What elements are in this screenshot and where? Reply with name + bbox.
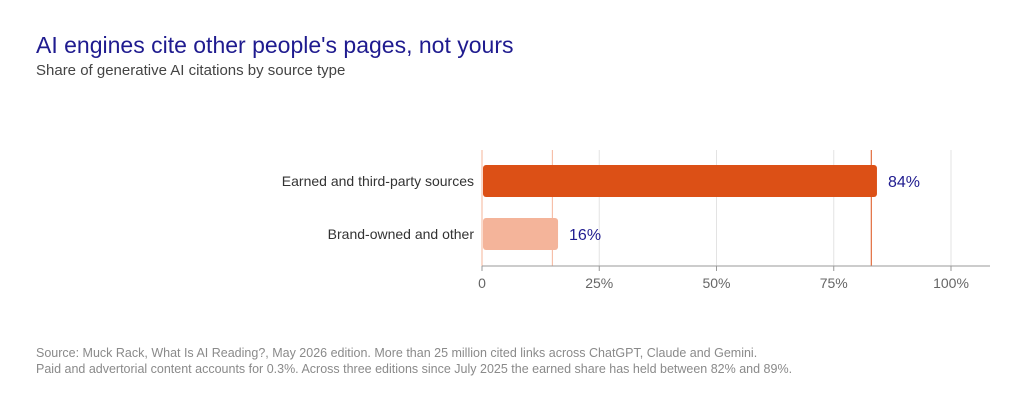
data-label: 16% bbox=[569, 227, 601, 244]
x-tick-label: 25% bbox=[585, 275, 613, 291]
data-label: 84% bbox=[888, 174, 920, 191]
source-line-2: Paid and advertorial content accounts fo… bbox=[36, 362, 793, 376]
x-axis: 0 25% 50% 75% 100% bbox=[478, 150, 990, 291]
x-tick-label: 100% bbox=[933, 275, 969, 291]
source-note: Source: Muck Rack, What Is AI Reading?, … bbox=[36, 345, 996, 377]
bar bbox=[483, 165, 877, 197]
category-label: Brand-owned and other bbox=[328, 226, 475, 242]
x-tick-label: 75% bbox=[820, 275, 848, 291]
category-label: Earned and third-party sources bbox=[282, 173, 474, 189]
x-tick-label: 50% bbox=[702, 275, 730, 291]
bar bbox=[483, 218, 559, 250]
chart-subtitle: Share of generative AI citations by sour… bbox=[36, 62, 346, 79]
chart-title: AI engines cite other people's pages, no… bbox=[36, 32, 514, 58]
x-tick-label: 0 bbox=[478, 275, 486, 291]
labels: Earned and third-party sources 84% Brand-o… bbox=[282, 173, 920, 244]
bars bbox=[483, 165, 877, 250]
source-line-1: Source: Muck Rack, What Is AI Reading?, … bbox=[36, 346, 758, 360]
